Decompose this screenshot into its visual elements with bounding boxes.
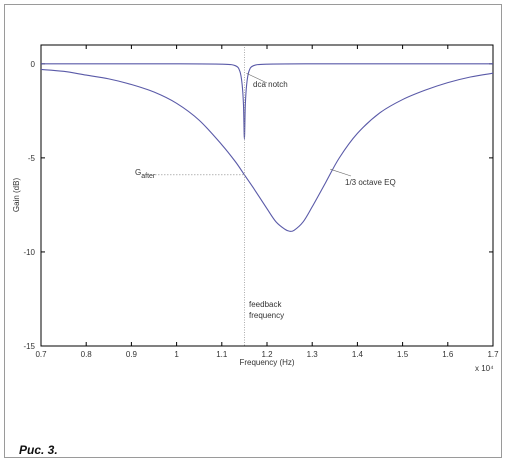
x-tick-label: 1.3 [307, 350, 319, 359]
series-line-1-3-octave-eq [40, 68, 494, 232]
x-tick-label: 1.1 [216, 350, 228, 359]
series-line-dca-notch [40, 63, 493, 140]
dca-notch-label: dca notch [253, 80, 288, 89]
x-tick-label: 1 [174, 350, 179, 359]
x-tick-label: 0.9 [126, 350, 138, 359]
figure-frame: 0.7 0.8 0.9 1 1.1 1.2 1.3 1.4 1.5 1.6 1.7 0 -5 -10 -1… [4, 4, 502, 458]
chart: 0.7 0.8 0.9 1 1.1 1.2 1.3 1.4 1.5 1.6 1.7 0 -5 -10 -1… [12, 44, 499, 373]
x-tick-label: 1.5 [397, 350, 409, 359]
eq-pointer [330, 168, 352, 177]
g-after-main: G [135, 168, 141, 177]
x-axis-title: Frequency (Hz) [239, 358, 294, 367]
y-tick-label: 0 [31, 60, 36, 69]
eq-label: 1/3 octave EQ [345, 178, 396, 187]
series-layer [40, 63, 494, 232]
y-tick-label: -10 [23, 248, 35, 257]
feedback-label-line1: feedback [249, 300, 282, 309]
g-after-subscript: after [141, 173, 156, 180]
x-tick-label: 1.7 [487, 350, 499, 359]
reference-lines [155, 47, 352, 346]
y-tick-label: -5 [28, 154, 36, 163]
dca-notch-pointer [246, 72, 268, 84]
x-tick-label: 1.6 [442, 350, 454, 359]
x-axis-ticks: 0.7 0.8 0.9 1 1.1 1.2 1.3 1.4 1.5 1.6 1.7 [35, 45, 499, 359]
x-tick-label: 1.2 [261, 350, 273, 359]
x-tick-label: 0.7 [35, 350, 47, 359]
y-axis-title: Gain (dB) [12, 178, 21, 213]
y-tick-label: -15 [23, 342, 35, 351]
x-tick-label: 0.8 [81, 350, 93, 359]
feedback-label-line2: frequency [249, 311, 284, 320]
figure-caption: Рис. 3. [19, 443, 58, 457]
x-tick-label: 1.4 [352, 350, 364, 359]
g-after-label: Gafter [135, 168, 156, 180]
x-scale-note: x 10⁴ [475, 364, 494, 373]
